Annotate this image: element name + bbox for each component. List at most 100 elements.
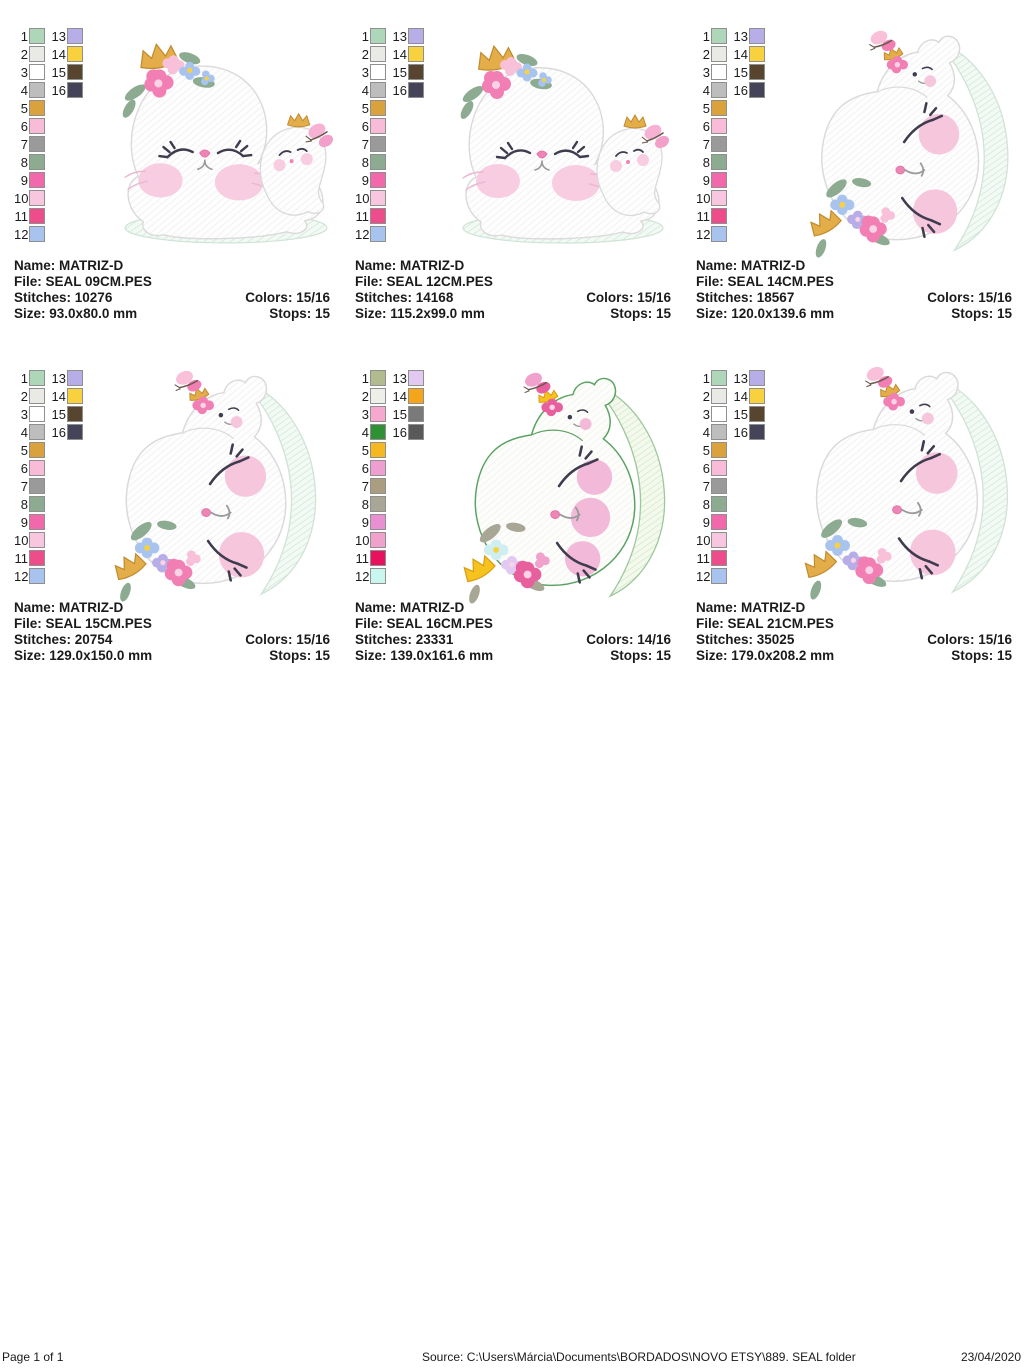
- colors-label: Colors:: [927, 290, 975, 305]
- colors-line: Colors: 15/16: [927, 290, 1012, 306]
- legend-row: 2 14: [696, 387, 765, 405]
- thread-number: 11: [696, 550, 711, 566]
- design-cell: 1 13 2 14 3 15 4 16 5 6 7 8 9 10 11 12 Name: MATRIZ-D Fi…: [0, 342, 341, 684]
- thread-color-swatch: [749, 424, 765, 440]
- size-line: Size: 93.0x80.0 mm: [14, 306, 330, 322]
- stitches-label: Stitches:: [355, 290, 413, 305]
- thread-number: 9: [20, 514, 28, 530]
- stops-line: Stops: 15: [245, 306, 330, 322]
- thread-color-swatch: [370, 100, 386, 116]
- file-name: SEAL 14CM.PES: [727, 274, 834, 289]
- seal-artwork-curled: [804, 366, 1009, 600]
- head-flower: [883, 46, 908, 74]
- butterfly: [305, 123, 333, 148]
- name-line: Name: MATRIZ-D: [355, 600, 671, 616]
- thread-color-swatch: [29, 460, 45, 476]
- design-size: 120.0x139.6 mm: [731, 306, 835, 321]
- thread-number: 14: [51, 46, 66, 62]
- thread-color-swatch: [370, 442, 386, 458]
- stitches-label: Stitches:: [696, 290, 754, 305]
- thread-color-swatch: [711, 100, 727, 116]
- color-count: 15/16: [296, 632, 330, 647]
- thread-color-swatch: [370, 424, 386, 440]
- thread-color-swatch: [711, 406, 727, 422]
- thread-number: 15: [392, 406, 407, 422]
- thread-color-swatch: [370, 172, 386, 188]
- stops-label: Stops:: [610, 648, 653, 663]
- size-line: Size: 120.0x139.6 mm: [696, 306, 1012, 322]
- design-size: 129.0x150.0 mm: [49, 648, 153, 663]
- stop-count: 15: [314, 648, 330, 663]
- thread-number: 2: [20, 46, 28, 62]
- thread-number: 1: [361, 28, 369, 44]
- baby-seal: [596, 113, 663, 217]
- stitch-count: 20754: [74, 632, 113, 647]
- stops-label: Stops:: [951, 306, 994, 321]
- thread-number: 7: [702, 136, 710, 152]
- baby-face: [218, 407, 243, 428]
- thread-number: 1: [361, 370, 369, 386]
- colors-label: Colors:: [586, 290, 634, 305]
- thread-number: 13: [733, 28, 748, 44]
- stitch-count: 18567: [756, 290, 795, 305]
- head-flower: [880, 383, 905, 411]
- info-right: Colors: 15/16 Stops: 15: [586, 290, 671, 322]
- colors-line: Colors: 15/16: [245, 632, 330, 648]
- thread-number: 15: [733, 64, 748, 80]
- thread-color-swatch: [29, 28, 45, 44]
- thread-color-swatch: [408, 370, 424, 386]
- stop-count: 15: [314, 306, 330, 321]
- thread-color-swatch: [711, 172, 727, 188]
- design-cell: 1 13 2 14 3 15 4 16 5 6 7 8 9 10 11 12 Name: MATRIZ-D Fi…: [682, 342, 1023, 684]
- thread-number: 1: [20, 28, 28, 44]
- size-line: Size: 129.0x150.0 mm: [14, 648, 330, 664]
- thread-color-swatch: [29, 406, 45, 422]
- size-label: Size:: [355, 648, 387, 663]
- thread-color-swatch: [711, 28, 727, 44]
- legend-row: 7: [696, 135, 765, 153]
- legend-row: 3 15: [696, 63, 765, 81]
- thread-color-swatch: [711, 532, 727, 548]
- thread-color-swatch: [29, 64, 45, 80]
- thread-color-swatch: [711, 388, 727, 404]
- stitches-label: Stitches:: [14, 290, 72, 305]
- colors-line: Colors: 15/16: [927, 632, 1012, 648]
- colors-label: Colors:: [586, 632, 634, 647]
- legend-row: 2 14: [696, 45, 765, 63]
- thread-color-swatch: [711, 190, 727, 206]
- info-left: Name: MATRIZ-D File: SEAL 09CM.PES Stitche…: [14, 258, 330, 322]
- file-line: File: SEAL 14CM.PES: [696, 274, 1012, 290]
- legend-row: 1 13: [355, 369, 424, 387]
- thread-color-swatch: [370, 208, 386, 224]
- thread-color-swatch: [67, 82, 83, 98]
- design-info: Name: MATRIZ-D File: SEAL 16CM.PES Stitche…: [355, 600, 671, 664]
- legend-row: 2 14: [355, 45, 424, 63]
- thread-color-swatch: [29, 424, 45, 440]
- size-label: Size:: [696, 306, 728, 321]
- info-left: Name: MATRIZ-D File: SEAL 14CM.PES Stitche…: [696, 258, 1012, 322]
- info-left: Name: MATRIZ-D File: SEAL 21CM.PES Stitche…: [696, 600, 1012, 664]
- file-name: SEAL 12CM.PES: [386, 274, 493, 289]
- thread-number: 10: [14, 190, 29, 206]
- stops-label: Stops:: [269, 306, 312, 321]
- legend-row: 3 15: [696, 405, 765, 423]
- legend-row: 12: [14, 225, 83, 243]
- legend-row: 6: [355, 117, 424, 135]
- file-name: SEAL 21CM.PES: [727, 616, 834, 631]
- head-flower: [538, 389, 563, 417]
- info-left: Name: MATRIZ-D File: SEAL 16CM.PES Stitche…: [355, 600, 671, 664]
- legend-row: 2 14: [14, 387, 83, 405]
- thread-number: 8: [361, 154, 369, 170]
- thread-color-swatch: [408, 82, 424, 98]
- baby-seal: [259, 112, 327, 216]
- name-label: Name:: [14, 258, 56, 273]
- legend-row: 11: [696, 207, 765, 225]
- legend-row: 4 16: [355, 423, 424, 441]
- stop-count: 15: [996, 648, 1012, 663]
- file-line: File: SEAL 12CM.PES: [355, 274, 671, 290]
- stitch-count: 14168: [415, 290, 454, 305]
- legend-row: 3 15: [355, 405, 424, 423]
- stitches-line: Stitches: 23331: [355, 632, 671, 648]
- thread-number: 12: [355, 226, 370, 242]
- flower-crown-cluster: [804, 517, 892, 600]
